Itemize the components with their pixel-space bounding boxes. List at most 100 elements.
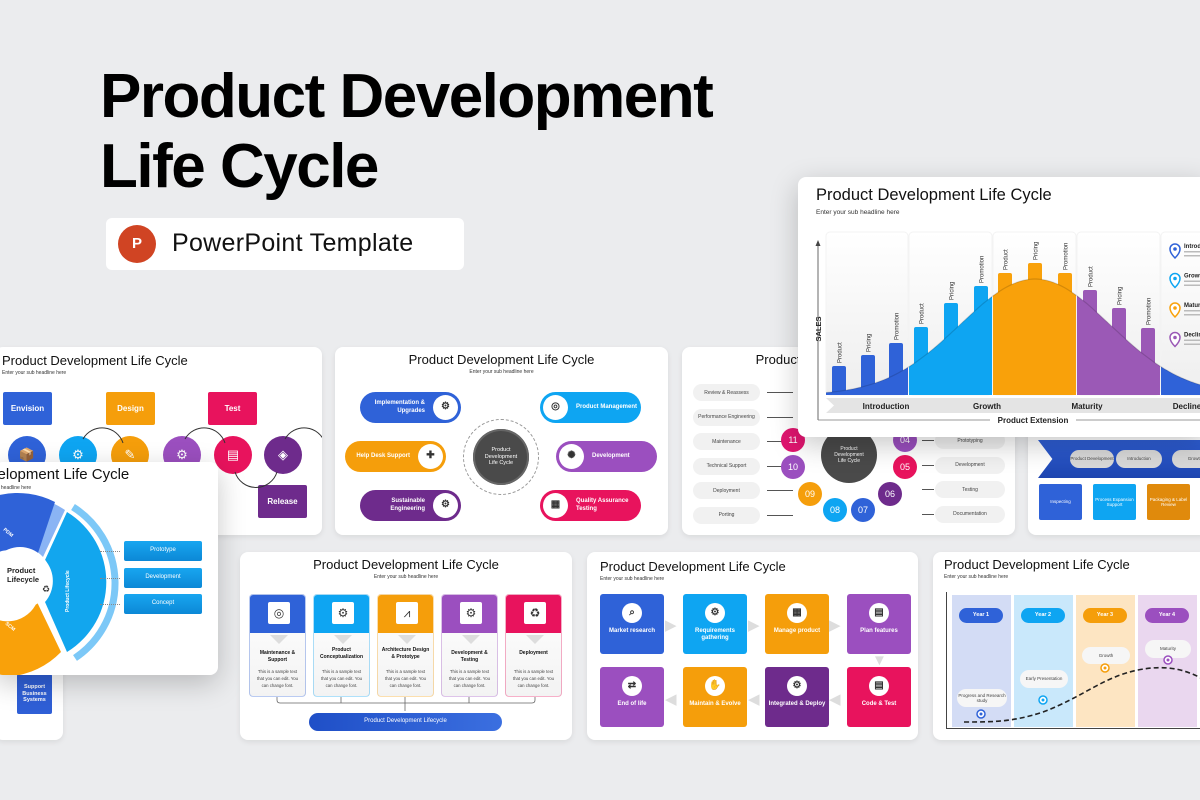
connector-line — [767, 490, 793, 491]
hub-item-0[interactable]: Implementation & Upgrades ⚙ — [360, 392, 461, 423]
hub-item-2[interactable]: Sustainable Engineering ⚙ — [360, 490, 461, 521]
step-number-10: 10 — [781, 455, 805, 479]
phase-circle-icon: ◈ — [264, 436, 302, 474]
tile-icon: ⚙ — [787, 676, 807, 696]
tile-label: End of life — [617, 701, 647, 707]
legend-item-maturity: Maturity — [1184, 303, 1200, 309]
flow-box-1: Process Expansion Support — [1093, 484, 1136, 520]
tile-5: ✋ Maintain & Evolve — [683, 667, 747, 727]
column-title: Deployment — [519, 650, 548, 656]
legend-description-line — [1184, 251, 1200, 253]
bar-label: Pricing — [867, 334, 873, 352]
column-icon: ⩘ — [396, 602, 418, 624]
step-number-06: 06 — [878, 482, 902, 506]
hero-title: Product Development Life Cycle — [100, 62, 714, 202]
legend-description-line — [1184, 339, 1200, 341]
bar-label: Product — [1004, 249, 1010, 270]
slide-title: Product Development Life Cycle — [816, 186, 1052, 204]
bar-label: Promotion — [1064, 243, 1070, 270]
legend-item-decline: Decline — [1184, 333, 1200, 339]
column-card: ◎ Maintenance & Support This is a sample t… — [249, 594, 306, 697]
milestone-label: Growth — [1082, 647, 1130, 664]
left-step-label: Technical Support — [693, 457, 760, 475]
slide-preview-timeline: Product Development Life Cycle Enter you… — [933, 552, 1200, 740]
down-arrow-icon — [462, 635, 480, 644]
legend-description-line — [1184, 280, 1200, 282]
tile-icon: ⌕ — [622, 603, 642, 623]
bar-label: Promotion — [1147, 298, 1153, 325]
tile-icon: ⇄ — [622, 676, 642, 696]
column-icon: ⚙ — [332, 602, 354, 624]
bar-label: Product — [920, 303, 926, 324]
tile-1: ⚙ Requirements gathering — [683, 594, 747, 654]
curved-arrow-icon — [234, 471, 278, 488]
tile-label: Integrated & Deploy — [768, 701, 826, 707]
column-card: ⚙ Product Conceptualization This is a samp… — [313, 594, 370, 697]
down-arrow-icon — [398, 635, 416, 644]
hub-item-4[interactable]: Development ✺ — [556, 441, 657, 472]
hub-item-label: Sustainable Engineering — [390, 498, 425, 512]
step-number-07: 07 — [851, 498, 875, 522]
column-text: This is a sample text that you can edit.… — [512, 669, 555, 688]
column-text: This is a sample text that you can edit.… — [384, 669, 427, 688]
tile-icon: ▦ — [787, 603, 807, 623]
bar-product — [832, 366, 846, 395]
development-icon: ✺ — [559, 444, 584, 469]
phase-label-growth: Growth — [973, 402, 1001, 411]
support-business-systems-box: Support Business Systems — [17, 674, 52, 714]
location-pin-dot — [1166, 658, 1170, 662]
connector-line — [767, 465, 793, 467]
legend-description-line — [1184, 284, 1200, 286]
milestone-label: Progress and Research study — [957, 689, 1007, 707]
phase-area — [1077, 295, 1160, 395]
hub-item-1[interactable]: Help Desk Support ✚ — [345, 441, 446, 472]
arrow-icon: ▼ — [872, 652, 887, 669]
connector-line — [922, 464, 934, 466]
bar-label: Promotion — [980, 256, 986, 283]
connector-line — [922, 489, 934, 490]
cycle-box-development: Development — [124, 567, 202, 588]
hub-item-label: Implementation & Upgrades — [374, 400, 425, 414]
phase-arrows — [82, 427, 322, 488]
hub-item-3[interactable]: Product Management ◎ — [540, 392, 641, 423]
connector-line — [767, 392, 793, 393]
left-step-label: Performance Engineering — [693, 408, 760, 426]
column-card: ⚙ Development & Testing This is a sample t… — [441, 594, 498, 697]
flow-stage-1: Introduction — [1116, 450, 1162, 468]
sales-curve — [825, 278, 1200, 394]
legend-item-growth: Growth — [1184, 274, 1200, 280]
slide-title: Product Development Life Cycle — [408, 352, 595, 367]
dashed-curve — [963, 666, 1200, 723]
year-pill-4: Year 4 — [1145, 608, 1189, 623]
hub-item-5[interactable]: Quality Assurance Testing ▦ — [540, 490, 641, 521]
cycle-segment-pdm — [0, 492, 55, 562]
tile-icon: ⚙ — [705, 603, 725, 623]
location-pin-icon — [1169, 302, 1181, 319]
slide-title: Product Development Life Cycle — [944, 557, 1130, 572]
y-axis-arrow-icon — [815, 240, 821, 246]
phase-box-envision: Envision — [3, 392, 52, 425]
phase-circle-icon: ▤ — [214, 436, 252, 474]
tile-label: Code & Test — [861, 701, 897, 707]
curved-arrow-icon — [184, 427, 226, 444]
segment-label-pdm: PDM — [2, 527, 14, 539]
factory-icon: ⚙ — [433, 395, 458, 420]
column-card: ♻ Deployment This is a sample text that yo… — [505, 594, 562, 697]
legend-description-line — [1184, 343, 1200, 345]
hub-center: Product Development Life Cycle — [473, 429, 529, 485]
slide-preview-hub: Product Development Life Cycle Enter you… — [335, 347, 668, 535]
down-arrow-icon — [334, 635, 352, 644]
step-number-09: 09 — [798, 482, 822, 506]
tile-icon: ✋ — [705, 676, 725, 696]
location-pin-dot — [979, 712, 983, 716]
column-text: This is a sample text that you can edit.… — [256, 669, 299, 688]
year-pill-2: Year 2 — [1021, 608, 1065, 623]
tile-4: ⇄ End of life — [600, 667, 664, 727]
right-step-label: Testing — [935, 481, 1005, 498]
cycle-arrow-ring — [71, 504, 119, 661]
x-axis-line — [946, 728, 1200, 729]
y-axis-line — [946, 592, 947, 728]
left-step-label: Porting — [693, 506, 760, 524]
connector-line — [922, 513, 934, 515]
left-step-label: Review & Reassess — [693, 384, 760, 401]
